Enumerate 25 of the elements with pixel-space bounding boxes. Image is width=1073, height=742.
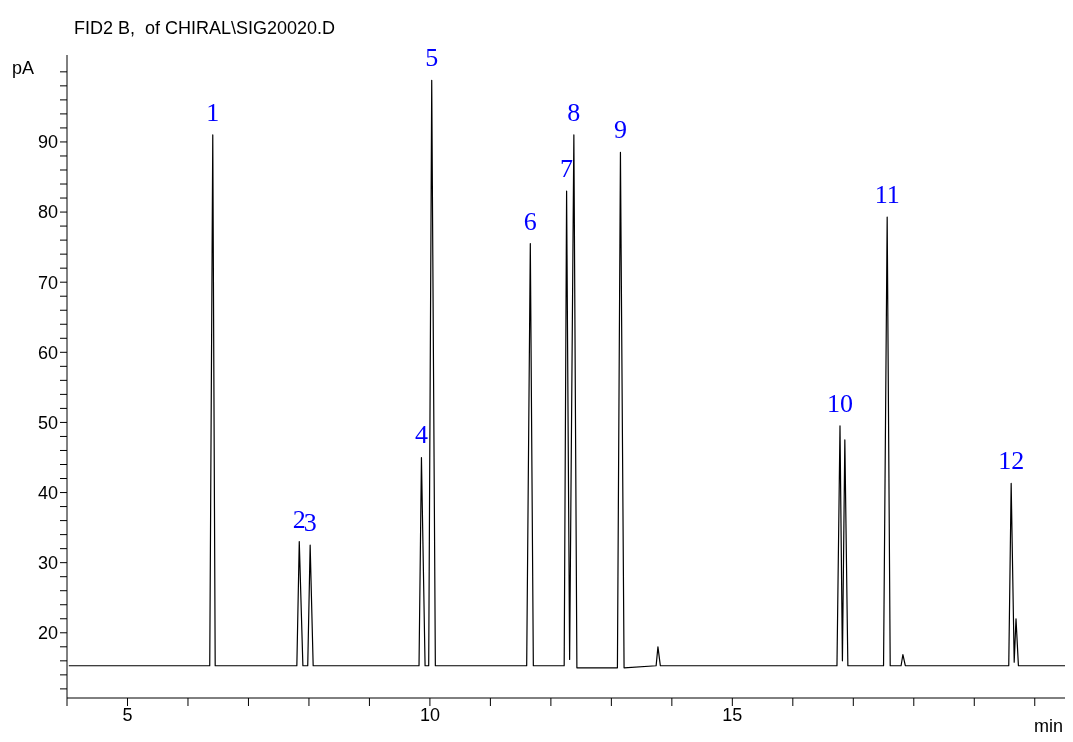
annotation: 1 (206, 97, 220, 127)
y-axis-title: pA (12, 58, 35, 79)
annotation: 9 (613, 115, 627, 145)
y-tick-label: 60 (37, 342, 58, 363)
y-tick-label: 80 (37, 202, 58, 223)
x-tick-label: 5 (122, 704, 133, 725)
annotation: 12 (998, 446, 1025, 476)
y-tick-label: 90 (37, 132, 58, 153)
annotation: 8 (567, 97, 581, 127)
y-tick-label: 50 (37, 412, 58, 433)
y-tick-label: 30 (37, 553, 58, 574)
chart-title: FID2 B, of CHIRAL\SIG20020.D (74, 18, 336, 39)
annotation: 7 (560, 154, 574, 184)
x-tick-label: 10 (419, 704, 440, 725)
annotation: 2 (292, 504, 306, 534)
annotation: 6 (523, 206, 537, 236)
x-tick-label: 15 (722, 704, 743, 725)
y-tick-label: 20 (37, 623, 58, 644)
annotation: 5 (425, 43, 439, 73)
annotation: 10 (827, 388, 853, 418)
annotation: 11 (874, 179, 900, 209)
y-tick-label: 40 (37, 482, 58, 503)
y-tick-label: 70 (37, 272, 58, 293)
x-axis-title: min (1033, 716, 1063, 736)
annotation: 4 (414, 420, 428, 450)
